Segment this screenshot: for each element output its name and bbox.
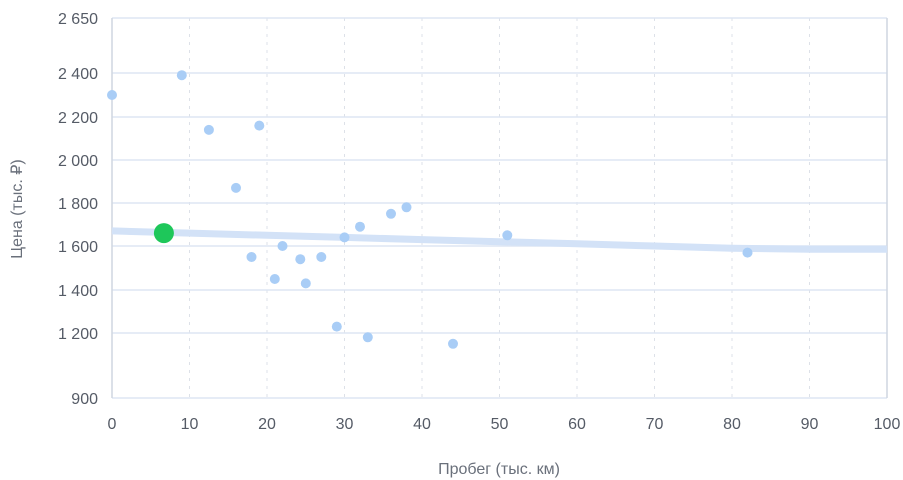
trend-layer xyxy=(111,227,887,253)
x-tick-label: 0 xyxy=(108,416,117,433)
trend-line xyxy=(111,227,887,253)
data-point xyxy=(355,221,365,232)
data-point xyxy=(176,70,187,81)
data-point xyxy=(331,321,342,332)
data-point xyxy=(107,90,117,100)
x-tick-label: 20 xyxy=(258,416,276,433)
y-tick-label: 900 xyxy=(71,391,98,408)
x-tick-label: 80 xyxy=(723,416,741,433)
x-axis-title: Пробег (тыс. км) xyxy=(438,461,560,478)
data-point xyxy=(231,182,241,193)
data-points xyxy=(107,70,753,349)
data-point xyxy=(254,120,265,131)
data-point xyxy=(300,278,311,289)
y-tick-label: 2 200 xyxy=(58,110,98,127)
y-axis-title: Цена (тыс. ₽) xyxy=(9,159,26,258)
data-point xyxy=(362,332,373,343)
x-tick-label: 100 xyxy=(874,416,901,433)
data-point xyxy=(502,230,513,241)
tick-labels: 0 10 20 30 40 50 60 70 80 90 100 900 1 200 1 400 1 600… xyxy=(58,11,900,433)
y-tick-label: 2 650 xyxy=(58,11,98,28)
y-tick-label: 2 000 xyxy=(58,153,98,170)
data-point xyxy=(742,247,753,258)
x-tick-label: 30 xyxy=(336,416,354,433)
grid xyxy=(111,17,888,399)
y-tick-label: 1 800 xyxy=(58,196,98,213)
y-tick-label: 1 400 xyxy=(58,283,98,300)
data-point xyxy=(448,338,458,349)
x-tick-label: 10 xyxy=(181,416,199,433)
x-tick-label: 90 xyxy=(801,416,819,433)
data-point xyxy=(295,254,306,265)
y-tick-label: 1 600 xyxy=(58,239,98,256)
data-point xyxy=(269,274,280,284)
y-tick-label: 2 400 xyxy=(58,66,98,83)
x-tick-label: 50 xyxy=(491,416,509,433)
x-tick-label: 70 xyxy=(646,416,664,433)
data-point xyxy=(246,252,257,262)
data-point xyxy=(401,202,412,213)
data-point xyxy=(203,124,214,135)
data-point xyxy=(386,208,396,219)
x-tick-label: 40 xyxy=(413,416,431,433)
y-tick-label: 1 200 xyxy=(58,326,98,343)
x-tick-label: 60 xyxy=(568,416,586,433)
data-point xyxy=(316,252,327,262)
data-point xyxy=(277,241,288,251)
data-point xyxy=(339,232,350,243)
highlighted-point xyxy=(153,223,174,244)
